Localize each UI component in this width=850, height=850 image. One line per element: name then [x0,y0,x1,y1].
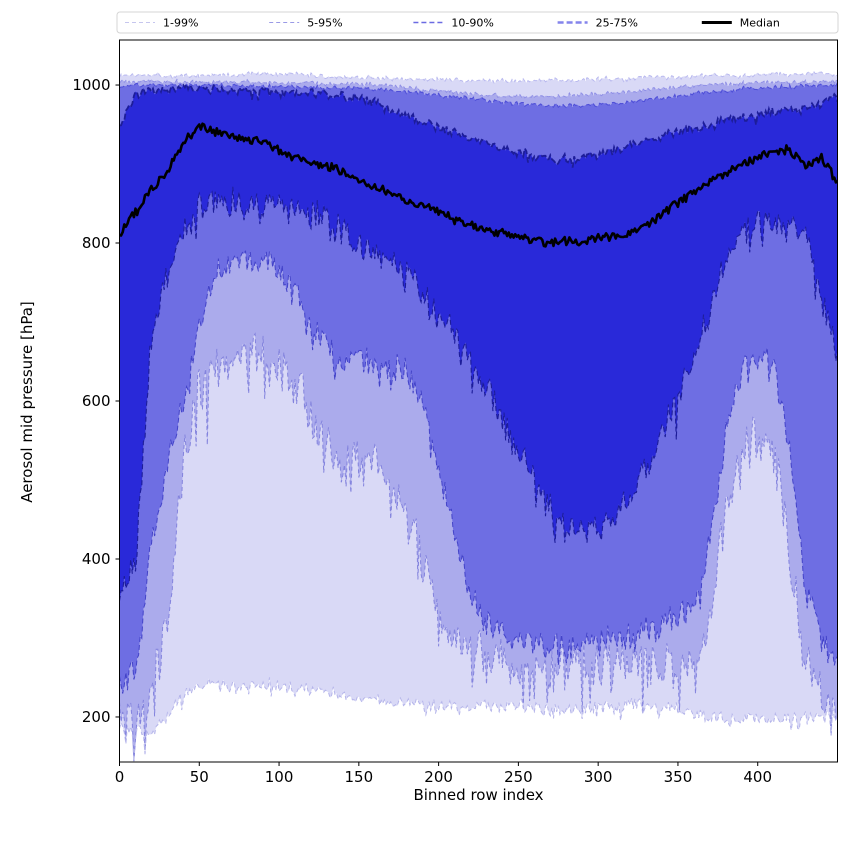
x-tick-label: 0 [115,768,125,786]
y-tick-label: 400 [82,550,111,568]
x-axis-label: Binned row index [413,786,544,804]
x-tick-label: 300 [584,768,613,786]
legend-label-10-90: 10-90% [451,17,493,30]
x-tick-label: 150 [345,768,374,786]
x-tick-label: 350 [664,768,693,786]
y-tick-label: 600 [82,392,111,410]
percentile-line-p90 [119,82,838,109]
percentile-line-p95 [119,78,838,100]
x-tick-label: 200 [424,768,453,786]
x-tick-label: 100 [265,768,294,786]
legend-label-1-99: 1-99% [163,17,198,30]
y-axis-label: Aerosol mid pressure [hPa] [18,301,36,503]
percentile-line-p99 [119,70,838,85]
x-tick-label: 250 [504,768,533,786]
percentile-line-p25 [119,186,838,601]
legend-label-5-95: 5-95% [307,17,342,30]
y-tick-label: 800 [82,234,111,252]
legend-box [116,11,839,34]
percentile-line-p10 [119,250,838,694]
y-tick-label: 200 [82,708,111,726]
percentile-line-p05 [119,332,838,762]
legend-label-Median: Median [740,17,780,30]
median-line [119,122,838,248]
percentile-line-p01 [119,676,838,762]
legend-label-25-75: 25-75% [596,17,638,30]
y-tick-label: 1000 [72,76,110,94]
x-tick-label: 50 [190,768,209,786]
x-tick-label: 400 [743,768,772,786]
percentile-line-p75 [119,81,838,168]
